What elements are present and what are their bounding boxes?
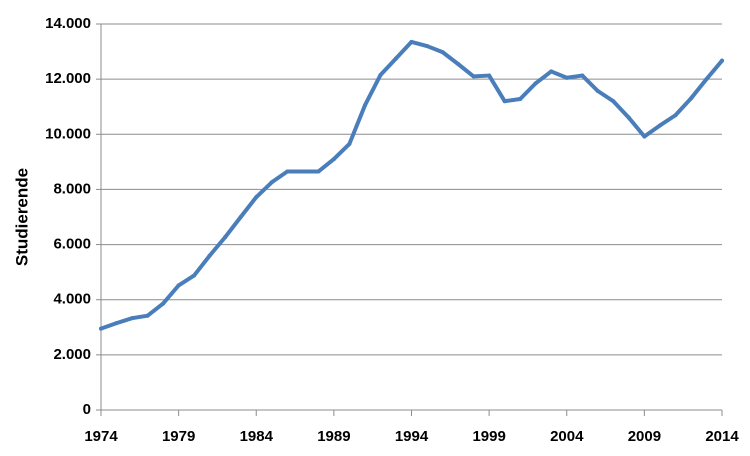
data-point (316, 169, 321, 174)
data-point (595, 88, 600, 93)
data-point (720, 58, 724, 63)
data-point (285, 169, 290, 174)
data-point (238, 215, 243, 219)
x-tick-label: 1984 (240, 428, 274, 445)
data-point (99, 326, 103, 331)
data-point (642, 134, 647, 139)
y-tick-label: 14.000 (45, 15, 91, 32)
data-point (549, 69, 554, 74)
y-axis-title: Studierende (12, 168, 31, 266)
y-tick-label: 6.000 (53, 236, 91, 253)
data-point (657, 123, 662, 128)
data-point (176, 283, 181, 288)
data-point (487, 73, 492, 78)
data-point (688, 96, 693, 101)
x-tick-label: 2004 (550, 428, 584, 445)
data-point (300, 169, 305, 174)
axes (96, 23, 723, 416)
y-tick-label: 12.000 (45, 70, 91, 87)
data-point (425, 44, 430, 49)
gridlines (101, 23, 722, 356)
data-point (254, 195, 259, 200)
data-point (611, 99, 616, 104)
series-line-0 (99, 39, 724, 331)
data-point (207, 253, 212, 258)
data-point (269, 180, 274, 185)
data-point (440, 50, 445, 55)
data-point (564, 75, 569, 80)
data-point (145, 313, 150, 318)
data-point (192, 273, 197, 278)
y-tick-label: 0 (83, 401, 91, 418)
data-point (362, 103, 367, 108)
x-tick-label: 1994 (395, 428, 429, 445)
data-point (378, 73, 383, 78)
series-layer (99, 39, 724, 331)
data-point (704, 77, 709, 82)
data-point (393, 56, 398, 61)
data-point (626, 115, 631, 120)
data-point (502, 99, 507, 104)
data-point (114, 321, 119, 326)
data-point (533, 81, 538, 86)
y-tick-label: 10.000 (45, 125, 91, 142)
y-tick-label: 4.000 (53, 291, 91, 308)
data-point (161, 301, 166, 306)
x-tick-label: 2009 (628, 428, 661, 445)
data-point (409, 39, 414, 44)
data-point (471, 74, 476, 79)
x-tick-label: 1974 (84, 428, 118, 445)
x-tick-label: 1999 (472, 428, 505, 445)
data-point (331, 157, 336, 162)
y-tick-label: 8.000 (53, 180, 91, 197)
data-point (518, 96, 523, 101)
y-tick-label: 2.000 (53, 346, 91, 363)
x-tick-label: 2014 (705, 428, 739, 445)
data-point (456, 61, 461, 66)
data-point (580, 73, 585, 78)
x-tick-label: 1979 (162, 428, 195, 445)
data-point (223, 235, 228, 240)
data-point (673, 113, 678, 118)
data-point (130, 316, 135, 321)
x-tick-label: 1989 (317, 428, 350, 445)
tick-labels: 0 2.000 4.000 6.000 8.000 10.000 12.000 14.000 1… (45, 15, 739, 445)
data-point (347, 141, 352, 146)
